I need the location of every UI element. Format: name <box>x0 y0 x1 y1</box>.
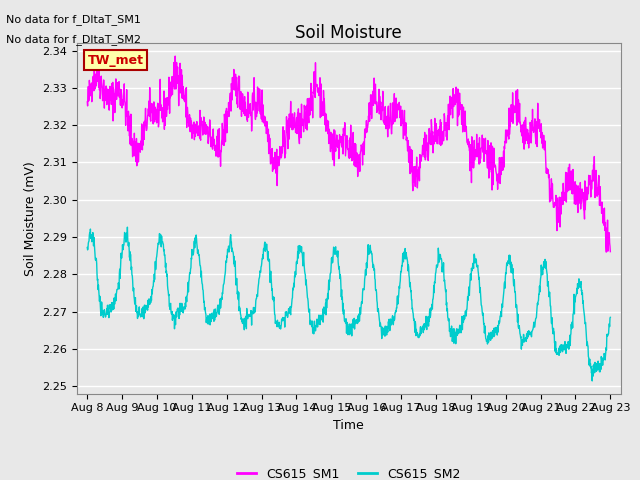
Title: Soil Moisture: Soil Moisture <box>296 24 402 42</box>
Legend: CS615_SM1, CS615_SM2: CS615_SM1, CS615_SM2 <box>232 462 465 480</box>
X-axis label: Time: Time <box>333 419 364 432</box>
Text: No data for f_DltaT_SM2: No data for f_DltaT_SM2 <box>6 34 141 45</box>
Text: TW_met: TW_met <box>88 54 144 67</box>
Text: No data for f_DltaT_SM1: No data for f_DltaT_SM1 <box>6 14 141 25</box>
Y-axis label: Soil Moisture (mV): Soil Moisture (mV) <box>24 161 36 276</box>
